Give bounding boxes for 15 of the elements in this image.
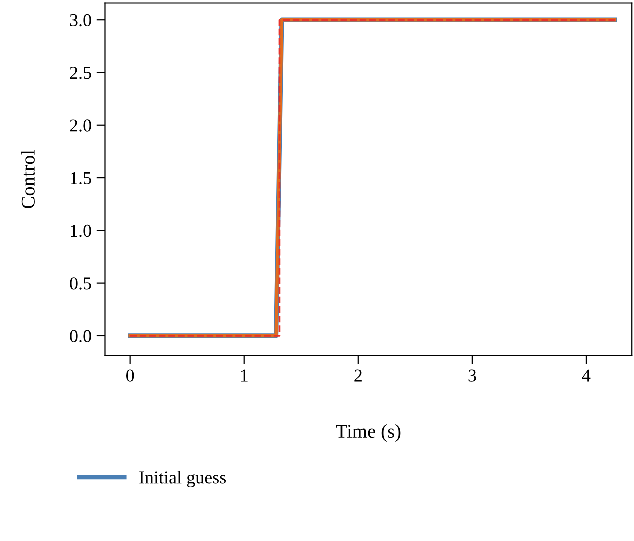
y-tick-label: 1.0 (71, 224, 92, 238)
x-tick-label: 3 (468, 370, 476, 382)
y-tick-label: 1.5 (71, 172, 92, 185)
y-tick-label: 2.0 (70, 120, 92, 132)
x-tick-label: 0 (126, 370, 134, 382)
y-tick-label: 3.0 (70, 14, 92, 27)
y-tick-label: 0.5 (70, 278, 92, 290)
x-tick-label: 2 (354, 370, 362, 382)
x-tick-label: 4 (582, 370, 591, 382)
y-tick-label: 2.5 (70, 67, 92, 80)
x-axis-title: Time (s) (336, 424, 401, 442)
y-axis-title: Control (21, 150, 35, 209)
x-tick-label: 1 (241, 370, 248, 382)
y-tick-label: 0.0 (70, 330, 92, 342)
legend-label: Initial guess (140, 471, 226, 488)
